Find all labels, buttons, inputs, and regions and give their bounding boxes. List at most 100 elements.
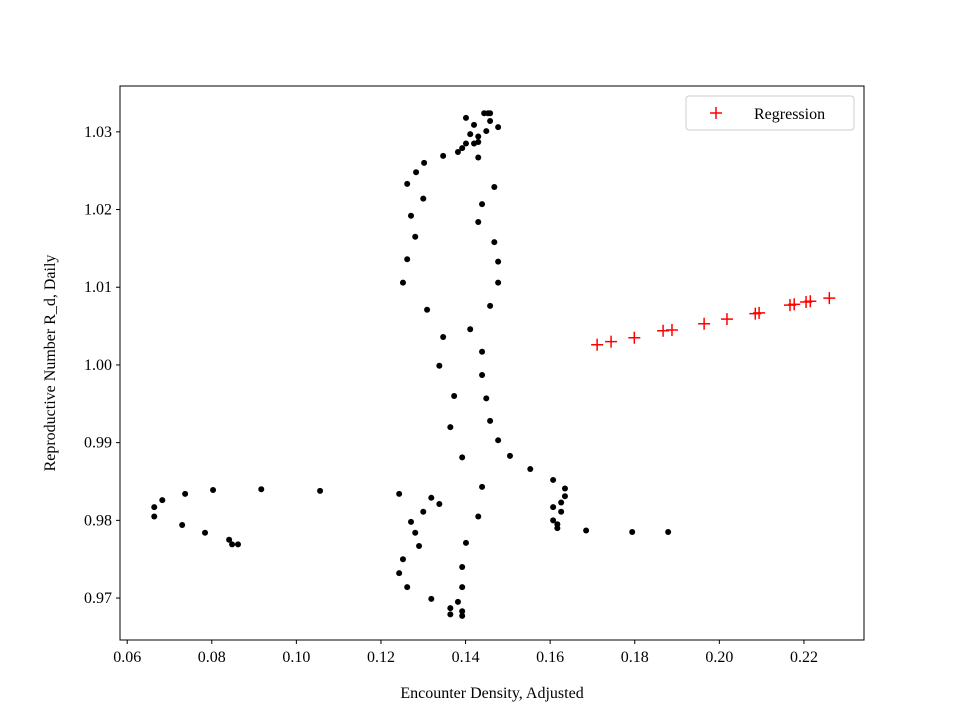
point [487,117,494,124]
x-tick-label: 0.20 [705,649,733,666]
point [483,128,490,135]
y-tick-label: 1.02 [84,202,112,219]
point [550,517,557,524]
point [475,138,482,145]
point [451,393,458,400]
point [151,513,158,520]
y-tick-label: 1.00 [84,357,112,374]
x-tick-label: 0.10 [282,649,310,666]
point [420,508,427,515]
point [459,608,466,615]
point [459,145,466,152]
point [462,539,469,546]
point [823,292,836,305]
point [487,302,494,309]
x-tick-label: 0.22 [790,649,818,666]
point [487,417,494,424]
point [454,598,461,605]
point [475,513,482,520]
legend-label: Regression [754,106,825,123]
y-tick-label: 1.01 [84,279,112,296]
point [628,331,641,344]
point [788,298,801,311]
point [479,372,486,379]
point [159,497,166,504]
x-tick-label: 0.08 [198,649,226,666]
point [467,326,474,333]
point [412,529,419,536]
point [440,333,447,340]
point [467,131,474,138]
point [583,527,590,534]
point [416,542,423,549]
point [210,487,217,494]
x-tick-label: 0.18 [621,649,649,666]
point [550,504,557,511]
point [447,605,454,612]
point [475,154,482,161]
point [558,508,565,515]
point [495,124,502,131]
point [428,595,435,602]
point [226,536,233,543]
point [408,518,415,525]
point [412,233,419,240]
point [479,348,486,355]
point [396,570,403,577]
point [447,424,454,431]
point [404,180,411,187]
point [454,149,461,156]
point [591,338,604,351]
point [202,529,209,536]
point [459,612,466,619]
point [396,490,403,497]
point [657,324,670,337]
point [404,256,411,263]
point [665,323,678,336]
point [483,395,490,402]
point [475,133,482,140]
point [804,295,817,308]
x-tick-label: 0.14 [452,649,480,666]
plot-frame [119,85,865,641]
point [428,494,435,501]
y-tick-label: 0.97 [84,590,112,607]
point [605,335,618,348]
point [151,504,158,511]
point [561,493,568,500]
point [506,452,513,459]
point [629,528,636,535]
point [665,528,672,535]
legend-box [685,95,855,131]
point [479,201,486,208]
point [399,556,406,563]
x-tick-label: 0.12 [367,649,395,666]
point [404,584,411,591]
point [554,525,561,532]
point [491,184,498,191]
point [475,218,482,225]
point [235,541,242,548]
x-tick-label: 0.06 [113,649,141,666]
point [462,140,469,147]
point [527,466,534,473]
y-tick-label: 0.98 [84,512,112,529]
point [408,212,415,219]
point [550,476,557,483]
point [487,110,494,117]
point [413,169,420,176]
point [491,239,498,246]
point [471,121,478,128]
point [182,490,189,497]
point [459,584,466,591]
point [447,611,454,618]
point [436,362,443,369]
point [495,258,502,265]
point [258,486,265,493]
point [459,563,466,570]
point [440,152,447,159]
point [698,317,711,330]
point [479,483,486,490]
point [420,195,427,202]
